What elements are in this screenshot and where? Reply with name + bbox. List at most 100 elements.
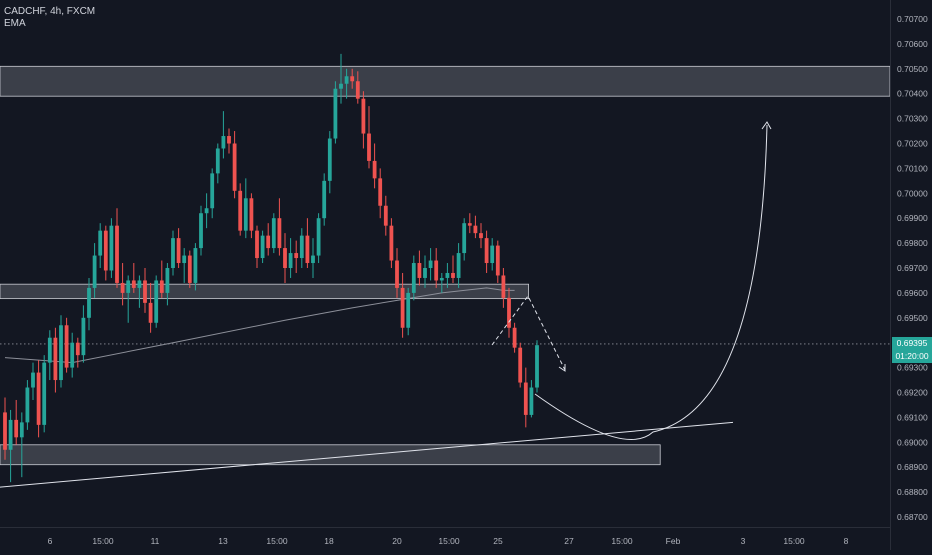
candle-body [479,233,483,239]
time-tick-label: 25 [493,536,503,546]
candle-body [70,342,75,368]
price-axis[interactable]: 0.70700 0.70600 0.70500 0.70400 0.70300 0.702… [897,14,928,522]
time-tick-label: 11 [151,536,160,546]
candle-body [131,280,136,288]
chart-legend: CADCHF, 4h, FXCM EMA [4,6,95,30]
candle [59,315,63,388]
time-tick-label: Feb [666,536,681,546]
candle [311,238,315,278]
candle [36,360,41,438]
candle-body [36,372,41,425]
price-tick-label: 0.69700 [897,263,928,273]
sr-zone-3 [0,444,661,466]
candle [523,367,528,428]
candle-body [120,282,125,293]
candle [473,215,478,239]
candle [176,228,181,268]
candle-body [8,419,13,450]
candle-body [165,268,170,293]
candle [462,218,467,261]
candle [333,81,338,144]
candle [260,230,265,264]
candle-body [204,208,209,214]
candle-body [126,280,131,293]
candle [221,111,226,159]
candle [165,263,170,306]
candle [131,263,136,293]
candle-body [92,255,97,288]
candle-body [115,225,119,283]
candle-body [243,198,248,231]
candle [159,260,164,298]
candle [479,223,483,249]
time-tick-label: 3 [741,536,746,546]
time-axis[interactable]: 6 15:00 11 13 15:00 18 20 15:00 25 27 15:00 Feb 3 15:… [48,536,849,546]
candle [92,243,97,298]
ema-indicator-label[interactable]: EMA [4,18,26,29]
candle [103,225,108,281]
candle [344,68,349,99]
candle-body [327,138,332,181]
candle-body [14,419,19,438]
candle [215,143,220,184]
candle-body [467,223,472,226]
candle [81,305,86,363]
candle-body [456,253,461,278]
candle-body [439,277,444,281]
candle-body [64,325,69,368]
candle-body [47,337,52,363]
candle [154,275,159,328]
candle [137,275,142,308]
candle-body [490,245,495,264]
candle-body [31,372,35,388]
candle [210,168,215,219]
candle-body [383,205,388,226]
candle [8,409,13,483]
candle [238,183,243,236]
candle [199,205,203,256]
candle-body [255,230,259,259]
candle-body [25,387,30,423]
candle-body [311,255,315,264]
candle [182,248,187,283]
price-tick-label: 0.70000 [897,188,928,198]
candle-body [109,225,114,271]
time-tick-label: 15:00 [783,536,805,546]
candle-body [361,98,366,134]
price-tick-label: 0.69800 [897,238,928,248]
candle-body [445,272,450,278]
candle [204,193,209,229]
symbol-title[interactable]: CADCHF, 4h, FXCM [4,6,96,17]
candle-body [529,387,534,415]
candle [227,128,231,154]
candle [490,238,495,271]
time-tick-label: 27 [564,536,574,546]
candle-body [451,272,455,278]
candle-body [81,317,86,356]
candle-body [333,88,338,139]
price-tick-label: 0.70500 [897,64,928,74]
candle-body [462,223,467,254]
candle [439,272,444,293]
price-tick-label: 0.69500 [897,313,928,323]
drawings-layer [491,121,772,440]
candle [249,193,254,239]
candle-body [288,253,293,268]
candle-body [193,248,198,283]
bar-countdown-tag: 01:20:00 [892,350,932,364]
candle [367,106,371,169]
candle-body [406,292,411,328]
candle [143,268,147,313]
candle [70,332,75,378]
candle [187,250,192,288]
candle-body [210,173,215,209]
time-tick-label: 13 [218,536,228,546]
projection-curve-arrowhead [761,121,772,130]
ascending-trendline [0,421,734,488]
candle [148,282,153,333]
candle [400,272,405,338]
price-tick-label: 0.69600 [897,288,928,298]
candle-body [283,248,287,268]
